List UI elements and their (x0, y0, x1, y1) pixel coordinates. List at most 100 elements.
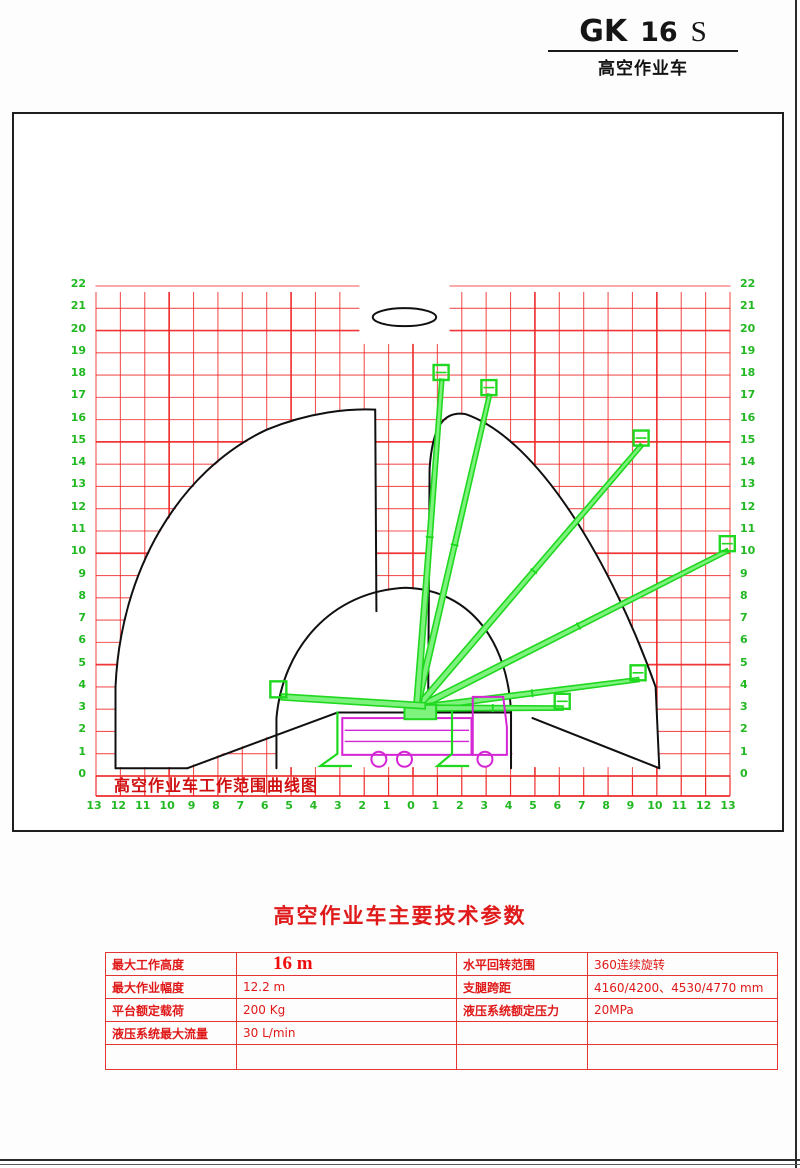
model-line: GK 16 S (548, 14, 738, 49)
y-axis-tick-left: 8 (78, 588, 86, 602)
y-axis-tick-right: 8 (740, 588, 748, 602)
y-axis-tick-right: 3 (740, 700, 748, 714)
y-axis-tick-left: 16 (70, 410, 86, 424)
x-axis-tick: 1 (431, 799, 440, 812)
y-axis-tick-left: 3 (78, 700, 86, 714)
x-axis-tick: 8 (212, 799, 220, 812)
y-axis-tick-right: 18 (740, 366, 756, 380)
model-suffix-label: S (690, 16, 707, 48)
params-value2-cell: 4160/4200、4530/4770 mm (587, 975, 778, 999)
y-axis-tick-right: 9 (740, 566, 748, 580)
y-axis-tick-left: 20 (70, 321, 86, 335)
y-axis-tick-left: 11 (70, 522, 86, 535)
params-label2-cell: 水平回转范围 (456, 952, 588, 976)
params-row: 最大作业幅度 12.2 m 支腿跨距 4160/4200、4530/4770 mm (105, 975, 778, 999)
params-row (105, 1044, 778, 1070)
truck-wheel-2 (395, 750, 413, 768)
y-axis-tick-right: 10 (740, 544, 756, 558)
params-row: 液压系统最大流量 30 L/min (105, 1021, 778, 1045)
truck-cab (471, 695, 508, 756)
brand-label: GK (579, 14, 628, 49)
params-label-cell: 液压系统最大流量 (105, 1021, 237, 1045)
y-axis-tick-right: 2 (740, 722, 748, 736)
y-axis-tick-left: 9 (78, 566, 86, 580)
params-label2-cell: 支腿跨距 (456, 975, 588, 999)
params-label-cell: 最大作业幅度 (105, 975, 237, 999)
params-label2-cell (456, 1021, 588, 1045)
boom-arm-segment (415, 704, 564, 712)
page-right-rule (795, 0, 797, 1168)
x-axis-tick: 13 (720, 799, 736, 812)
params-value2-cell (587, 1021, 778, 1045)
params-table-body: 最大工作高度 16 m 水平回转范围 360连续旋转 最大作业幅度 12.2 m 支腿跨距 4… (105, 952, 778, 1070)
y-axis-tick-right: 5 (740, 655, 748, 669)
params-value2-cell: 20MPa (587, 998, 778, 1022)
grid-layer (94, 281, 732, 799)
x-axis-tick: 4 (309, 799, 318, 812)
y-axis-tick-right: 20 (740, 321, 756, 335)
y-axis-tick-left: 10 (70, 544, 86, 558)
params-label2-cell (456, 1044, 588, 1070)
y-axis-tick-left: 13 (70, 477, 86, 491)
y-axis-tick-left: 14 (70, 455, 86, 469)
envelope-curve-left (114, 408, 377, 770)
y-axis-tick-left: 7 (78, 611, 86, 625)
x-axis-tick: 4 (504, 799, 513, 812)
boom-joint-marker (575, 622, 582, 631)
truck-wheel-3 (476, 750, 494, 768)
outrigger-right (434, 711, 470, 768)
y-axis-tick-left: 19 (70, 343, 86, 357)
y-axis-tick-right: 21 (740, 299, 756, 313)
params-value-cell: 30 L/min (236, 1021, 457, 1045)
x-axis-tick: 5 (529, 799, 537, 812)
x-axis-tick: 12 (695, 799, 712, 812)
x-axis-tick: 9 (626, 799, 635, 812)
y-axis-tick-right: 12 (740, 499, 756, 513)
y-axis-tick-right: 13 (740, 477, 756, 491)
y-axis-tick-left: 5 (78, 655, 86, 669)
params-value-cell: 200 Kg (236, 998, 457, 1022)
y-axis-tick-right: 1 (740, 744, 748, 758)
x-axis-tick: 0 (407, 799, 415, 812)
y-axis-tick-left: 6 (78, 633, 86, 647)
y-axis-tick-left: 1 (78, 744, 86, 758)
params-label-cell (105, 1044, 237, 1070)
platform-basket (480, 378, 498, 397)
x-axis-tick: 13 (86, 799, 102, 812)
working-range-plot (94, 281, 736, 799)
y-axis-tick-left: 4 (78, 677, 86, 691)
y-axis-tick-right: 4 (740, 677, 748, 691)
x-axis-tick: 11 (671, 799, 687, 812)
outrigger-left (316, 711, 353, 768)
x-axis-tick: 2 (455, 799, 464, 812)
x-axis-tick: 12 (110, 799, 127, 812)
params-value-cell: 12.2 m (236, 975, 457, 999)
y-axis-tick-right: 0 (740, 767, 748, 780)
y-axis-tick-right: 16 (740, 410, 756, 424)
platform-basket (632, 429, 650, 447)
model-number-label: 16 (640, 17, 678, 48)
truck-wheel-1 (370, 750, 388, 768)
y-axis-tick-left: 22 (70, 277, 86, 290)
y-axis-tick-right: 7 (740, 611, 748, 625)
params-label-cell: 平台额定载荷 (105, 998, 237, 1022)
x-axis-tick: 5 (285, 799, 293, 812)
y-axis-tick-left: 17 (70, 388, 86, 402)
stability-slope-right (531, 717, 661, 770)
stability-slope-left (186, 711, 339, 770)
turntable-oval-icon (371, 307, 438, 328)
envelope-curve-left-inner-edge (374, 408, 378, 613)
x-axis-tick: 2 (358, 799, 367, 812)
y-axis-tick-right: 22 (740, 277, 756, 290)
params-value2-cell (587, 1044, 778, 1070)
x-axis-tick: 11 (135, 799, 151, 812)
y-axis-tick-left: 21 (70, 299, 86, 313)
header-divider (548, 50, 738, 52)
y-axis-tick-right: 15 (740, 432, 756, 446)
platform-basket (629, 664, 647, 682)
x-axis-tick: 6 (260, 799, 269, 812)
params-title: 高空作业车主要技术参数 (273, 904, 527, 928)
params-value-cell (236, 1044, 457, 1070)
model-header: GK 16 S 高空作业车 (548, 14, 738, 79)
